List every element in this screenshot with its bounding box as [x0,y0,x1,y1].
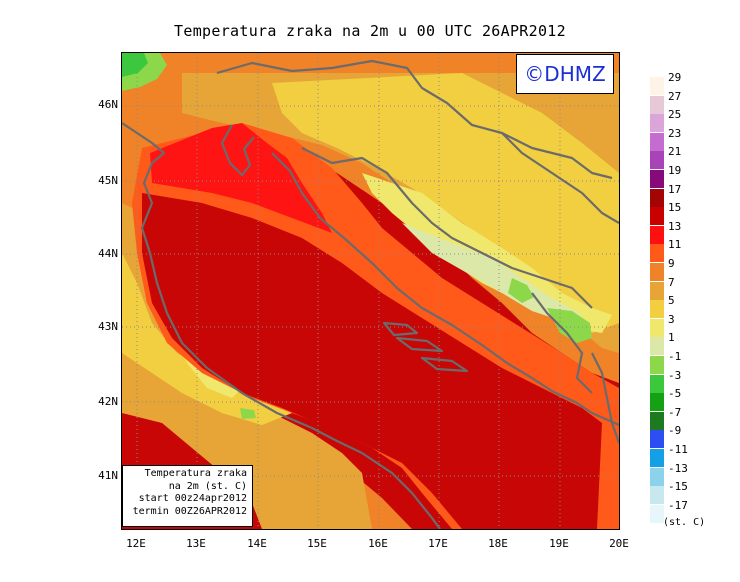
legend-label: -7 [668,405,682,419]
field-central-adriatic [142,193,602,529]
bosnia-border [301,147,593,309]
map-title: Temperatura zraka na 2m u 00 UTC 26APR20… [174,22,566,40]
serbia-border [501,132,619,224]
lat-tick-42n: 42N [98,395,118,408]
croatia-border [216,59,613,180]
legend-label: 3 [668,312,675,326]
legend-label: 11 [668,238,682,252]
field-paleyellow-land [362,173,612,333]
legend-swatch [650,225,664,244]
legend-swatch [650,132,664,151]
lat-tick-46n: 46N [98,98,118,111]
lat-tick-44n: 44N [98,247,118,260]
legend-swatch [650,188,664,207]
legend-swatch [650,151,664,170]
island-korcula [420,356,469,373]
graticule [122,53,619,529]
legend-label: 17 [668,182,682,196]
lat-tick-41n: 41N [98,469,118,482]
legend-label: 1 [668,331,675,345]
legend-swatch [650,374,664,393]
legend-label: -11 [668,443,688,456]
legend-swatch [650,114,664,133]
albania-border [591,352,619,444]
legend-swatch [650,263,664,281]
lat-tick-45n: 45N [98,174,118,187]
field-italy-green-patch [240,408,256,419]
legend-swatch [650,77,664,95]
legend-label: -9 [668,424,682,438]
legend-label: 5 [668,294,675,308]
info-line-level-units: na 2m (st. C) [168,480,247,492]
coastlines-and-borders [122,59,619,529]
field-green-patch-montenegro [547,308,592,343]
legend-label: 9 [668,257,675,270]
info-line-variable: Temperatura zraka [144,468,247,479]
legend-label: 29 [668,71,682,84]
legend-label: -5 [668,387,682,401]
field-yellow-land [272,73,619,333]
lon-tick-20e: 20E [609,537,629,550]
lon-tick-18e: 18E [488,537,508,550]
legend-label: 19 [668,164,682,177]
legend-swatch [650,411,664,430]
lon-tick-16e: 16E [368,537,388,550]
island-hvar [395,336,444,353]
legend-swatch [650,281,664,300]
field-palegreen-land [402,223,582,321]
legend-swatch [650,430,664,449]
legend-swatch [650,337,664,356]
lon-tick-15e: 15E [307,537,327,550]
legend-swatch [650,467,664,486]
legend-swatch [650,207,664,226]
legend-label: 21 [668,145,682,159]
legend-swatch [650,244,664,263]
legend-swatch [650,318,664,337]
temperature-map [121,52,620,530]
legend-swatch [650,393,664,412]
montenegro-border [531,292,593,394]
field-darkgreen-corner [122,53,148,77]
legend-label: -17 [668,498,688,512]
lon-tick-17e: 17E [428,537,448,550]
legend-label: 15 [668,201,682,215]
legend-swatch [650,504,664,523]
legend-label: -1 [668,350,682,363]
legend-label: 25 [668,108,682,122]
legend-label: -15 [668,480,688,494]
lon-tick-14e: 14E [247,537,267,550]
legend-label: 7 [668,275,675,289]
field-northern-adriatic [150,123,332,233]
dhmz-logo: ©DHMZ [516,54,614,94]
temperature-field [122,53,619,529]
legend-label: 23 [668,126,682,140]
field-italy-yellow [122,253,292,425]
legend-swatch [650,449,664,467]
legend-label: 27 [668,89,682,103]
italy-coastline [122,122,441,529]
dalmatian-coastline [271,152,619,427]
legend-swatch [650,356,664,374]
istria-coastline [220,124,255,177]
legend-swatch [650,170,664,188]
legend-label: -3 [668,368,682,382]
info-line-start: start 00z24apr2012 [138,493,247,504]
legend-units: (st. C) [663,517,706,528]
lon-tick-19e: 19E [549,537,569,550]
lon-tick-12e: 12E [126,537,146,550]
legend-label: -13 [668,461,688,475]
field-green-patch-bosnia [508,278,534,303]
legend-swatch [650,486,664,505]
legend-label: 13 [668,219,682,233]
lat-tick-43n: 43N [98,320,118,333]
legend-swatch [650,300,664,319]
legend-swatch [650,95,664,114]
info-line-term: termin 00Z26APR2012 [132,505,247,517]
lon-tick-13e: 13E [186,537,206,550]
info-box: Temperatura zraka na 2m (st. C) start 00… [122,465,253,527]
island-brac [382,321,419,337]
